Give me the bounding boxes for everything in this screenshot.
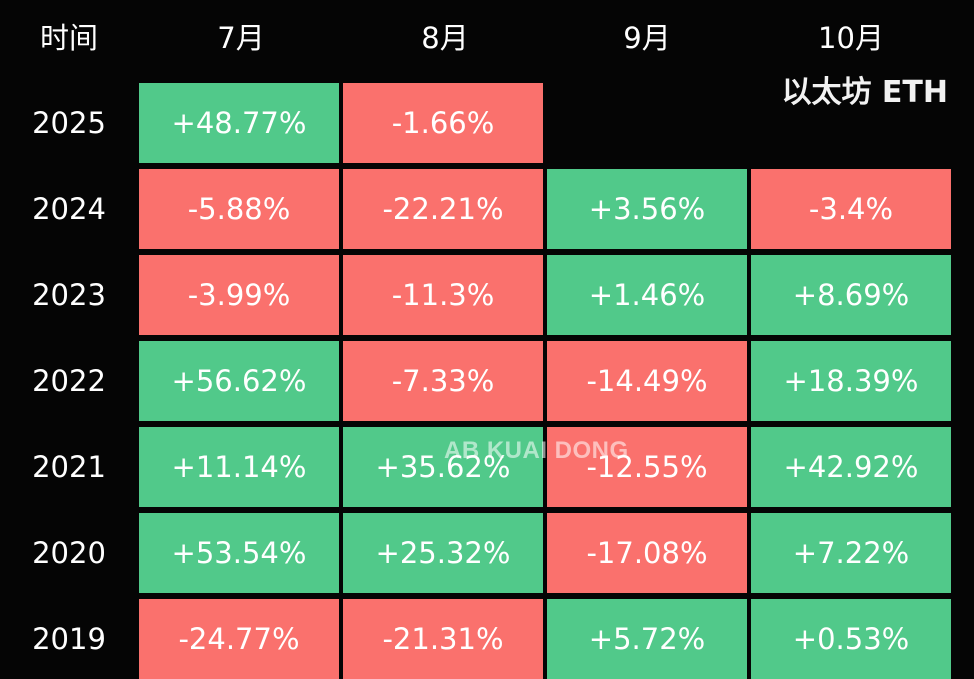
month-header-oct: 10月 — [818, 21, 884, 55]
return-cell-2025-jul: +48.77% — [139, 83, 339, 163]
return-cell-2022-sep: -14.49% — [547, 341, 747, 421]
watermark: AB KUAI DONG — [444, 437, 629, 464]
asset-label: 以太坊 ETH — [781, 75, 948, 110]
return-cell-2020-jul: +53.54% — [139, 513, 339, 593]
return-cell-2019-oct: +0.53% — [751, 599, 951, 679]
year-label: 2025 — [32, 106, 106, 140]
year-label: 2019 — [32, 622, 106, 656]
month-header-jul: 7月 — [217, 21, 265, 55]
year-label: 2024 — [32, 192, 106, 226]
return-cell-2024-sep: +3.56% — [547, 169, 747, 249]
return-cell-2021-jul: +11.14% — [139, 427, 339, 507]
month-header-aug: 8月 — [421, 21, 469, 55]
return-cell-2021-oct: +42.92% — [751, 427, 951, 507]
year-label: 2021 — [32, 450, 106, 484]
year-label: 2020 — [32, 536, 106, 570]
return-cell-2021-aug: +35.62% — [343, 427, 543, 507]
return-cell-2023-jul: -3.99% — [139, 255, 339, 335]
month-header-sep: 9月 — [623, 21, 671, 55]
return-cell-2024-jul: -5.88% — [139, 169, 339, 249]
return-cell-2019-jul: -24.77% — [139, 599, 339, 679]
return-cell-2022-oct: +18.39% — [751, 341, 951, 421]
return-cell-2019-aug: -21.31% — [343, 599, 543, 679]
year-label: 2023 — [32, 278, 106, 312]
return-cell-2020-sep: -17.08% — [547, 513, 747, 593]
return-cell-2023-sep: +1.46% — [547, 255, 747, 335]
return-cell-2019-sep: +5.72% — [547, 599, 747, 679]
return-cell-2022-jul: +56.62% — [139, 341, 339, 421]
table-header: 时间 7月 8月 9月 10月 — [0, 0, 974, 80]
return-cell-2025-aug: -1.66% — [343, 83, 543, 163]
return-cell-2023-aug: -11.3% — [343, 255, 543, 335]
return-cell-2024-aug: -22.21% — [343, 169, 543, 249]
return-cell-2021-sep: -12.55% — [547, 427, 747, 507]
return-cell-2023-oct: +8.69% — [751, 255, 951, 335]
time-column-header: 时间 — [39, 21, 98, 55]
return-cell-2024-oct: -3.4% — [751, 169, 951, 249]
return-cell-2020-oct: +7.22% — [751, 513, 951, 593]
return-cell-2022-aug: -7.33% — [343, 341, 543, 421]
year-label: 2022 — [32, 364, 106, 398]
return-cell-2020-aug: +25.32% — [343, 513, 543, 593]
